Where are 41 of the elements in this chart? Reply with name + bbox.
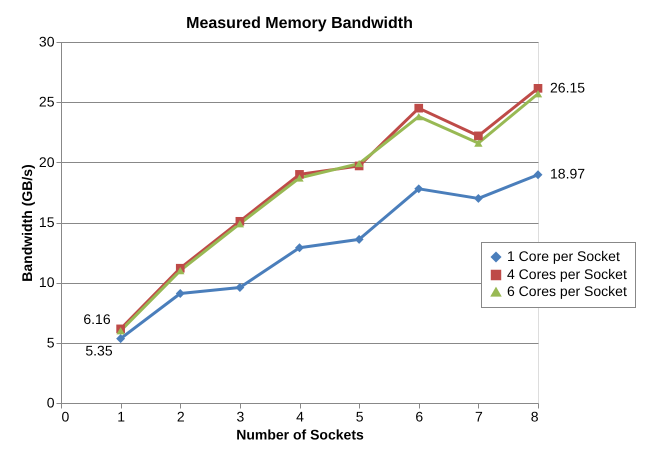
- point: [354, 234, 364, 244]
- y-tick-label: 30: [38, 34, 55, 50]
- y-tick-label: 20: [38, 154, 55, 170]
- point: [414, 184, 424, 194]
- x-tick-label: 2: [176, 408, 185, 424]
- chart-title: Measured Memory Bandwidth: [186, 15, 413, 32]
- x-axis-title: Number of Sockets: [236, 426, 364, 442]
- point: [116, 327, 125, 334]
- point: [176, 267, 184, 274]
- data-label: 18.97: [550, 166, 586, 182]
- legend-label: 6 Cores per Socket: [507, 283, 627, 299]
- data-label: 6.16: [83, 310, 111, 327]
- x-tick-label: 3: [236, 408, 244, 424]
- y-tick-label: 10: [38, 274, 55, 290]
- point: [236, 220, 244, 228]
- point: [414, 104, 424, 113]
- y-tick-label: 15: [38, 214, 55, 230]
- x-tick-label: 5: [356, 408, 364, 424]
- x-tick-label: 0: [62, 408, 70, 424]
- point: [534, 170, 542, 180]
- x-tick-label: 6: [415, 408, 424, 424]
- y-tick-label: 25: [38, 94, 55, 110]
- point: [176, 289, 185, 298]
- x-tick-label: 1: [117, 408, 126, 424]
- point: [474, 132, 483, 140]
- point: [474, 139, 483, 147]
- x-tick-label: 7: [474, 408, 483, 424]
- x-tick-label: 8: [530, 408, 539, 424]
- point: [474, 194, 483, 203]
- y-axis-title: Bandwidth (GB/s): [18, 164, 35, 282]
- legend-label: 1 Core per Socket: [507, 248, 620, 264]
- point: [116, 334, 126, 344]
- legend-label: 4 Cores per Socket: [507, 266, 627, 282]
- data-label: 26.15: [550, 79, 586, 96]
- data-label: 5.35: [85, 342, 113, 359]
- point: [295, 243, 304, 252]
- point: [534, 84, 542, 93]
- point: [354, 160, 364, 168]
- y-tick-label: 0: [46, 394, 55, 410]
- y-tick-label: 5: [46, 334, 55, 350]
- x-tick-label: 4: [296, 408, 304, 424]
